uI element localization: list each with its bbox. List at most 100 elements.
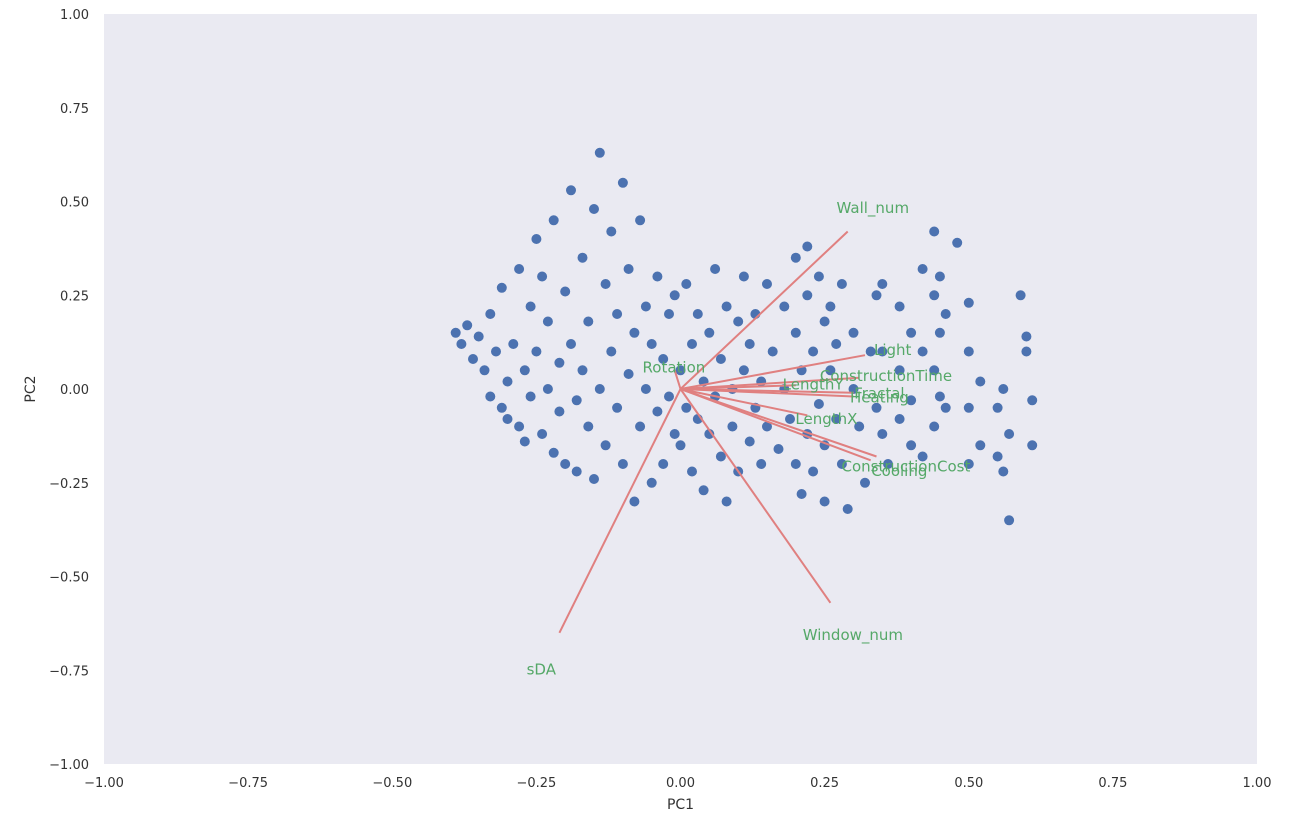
scatter-point bbox=[894, 365, 905, 376]
scatter-point bbox=[652, 271, 663, 282]
scatter-point bbox=[698, 485, 709, 496]
loading-label-heating: Heating bbox=[850, 389, 909, 407]
scatter-point bbox=[537, 271, 548, 282]
scatter-point bbox=[917, 264, 928, 274]
scatter-point bbox=[854, 421, 865, 432]
scatter-point bbox=[531, 234, 542, 244]
scatter-point bbox=[865, 346, 876, 357]
scatter-point bbox=[646, 339, 657, 349]
scatter-point bbox=[963, 346, 974, 357]
loading-label-constructioncost: ConstructionCost bbox=[841, 458, 970, 476]
scatter-point bbox=[721, 301, 732, 312]
x-axis-label: PC1 bbox=[667, 797, 694, 813]
scatter-point bbox=[479, 365, 490, 376]
scatter-point bbox=[1021, 331, 1032, 342]
scatter-point bbox=[525, 391, 536, 402]
scatter-point bbox=[658, 459, 669, 469]
scatter-point bbox=[929, 290, 940, 301]
loading-label-lengthx: LengthX bbox=[795, 410, 857, 428]
scatter-point bbox=[583, 421, 594, 432]
scatter-point bbox=[808, 466, 819, 477]
scatter-point bbox=[940, 309, 951, 319]
x-tick-label: 0.00 bbox=[666, 776, 695, 791]
scatter-point bbox=[629, 496, 640, 507]
scatter-point bbox=[952, 237, 963, 248]
scatter-point bbox=[744, 339, 755, 349]
loading-label-constructiontime: ConstructionTime bbox=[820, 367, 952, 385]
y-axis-label: PC2 bbox=[23, 375, 39, 402]
y-tick-label: 0.75 bbox=[60, 102, 89, 117]
scatter-point bbox=[623, 369, 634, 379]
scatter-point bbox=[623, 264, 634, 274]
scatter-point bbox=[831, 414, 842, 424]
scatter-point bbox=[813, 399, 824, 409]
scatter-point bbox=[681, 279, 692, 289]
scatter-point bbox=[877, 346, 888, 357]
scatter-point bbox=[819, 316, 830, 327]
y-tick-label: 0.25 bbox=[60, 289, 89, 304]
scatter-point bbox=[554, 406, 565, 417]
scatter-point bbox=[496, 282, 507, 293]
scatter-point bbox=[594, 147, 605, 158]
scatter-point bbox=[617, 459, 628, 469]
scatter-point bbox=[836, 459, 847, 469]
scatter-point bbox=[462, 320, 473, 331]
x-tick-label: 1.00 bbox=[1243, 776, 1272, 791]
loading-vector-wall-num bbox=[679, 230, 849, 390]
scatter-point bbox=[906, 327, 917, 338]
scatter-point bbox=[635, 215, 646, 226]
loading-vector-sda bbox=[558, 388, 682, 634]
loading-label-light: Light bbox=[874, 341, 912, 359]
scatter-point bbox=[790, 459, 801, 469]
scatter-point bbox=[612, 309, 623, 319]
scatter-point bbox=[542, 384, 553, 394]
scatter-point bbox=[473, 331, 484, 342]
scatter-point bbox=[664, 309, 674, 319]
scatter-point bbox=[560, 286, 571, 297]
y-axis-ticks: 1.00 0.75 0.50 0.25 0.00 −0.25 −0.50 −0.75 −1.00 bbox=[49, 8, 89, 773]
scatter-point bbox=[571, 466, 582, 477]
scatter-point bbox=[589, 204, 599, 214]
scatter-point bbox=[894, 414, 905, 424]
scatter-point bbox=[917, 346, 928, 357]
scatter-point bbox=[704, 429, 715, 439]
scatter-point bbox=[566, 339, 576, 349]
scatter-point bbox=[687, 466, 697, 477]
scatter-point bbox=[975, 376, 986, 387]
loading-vector-rotation bbox=[673, 370, 682, 390]
scatter-point bbox=[773, 444, 784, 454]
scatter-point bbox=[525, 301, 536, 312]
scatter-point bbox=[646, 477, 657, 488]
scatter-point bbox=[485, 309, 496, 319]
x-tick-label: −0.75 bbox=[228, 776, 268, 791]
scatter-point bbox=[727, 421, 738, 432]
scatter-point bbox=[491, 346, 501, 357]
scatter-point bbox=[940, 402, 951, 413]
scatter-point bbox=[825, 365, 836, 376]
scatter-point bbox=[963, 459, 974, 469]
y-tick-label: −0.50 bbox=[49, 571, 89, 586]
x-tick-label: 0.75 bbox=[1098, 776, 1127, 791]
scatter-point bbox=[848, 327, 859, 338]
x-tick-label: −0.25 bbox=[516, 776, 556, 791]
scatter-point bbox=[635, 421, 646, 432]
scatter-point bbox=[906, 395, 917, 406]
scatter-point bbox=[640, 384, 651, 394]
y-tick-label: 1.00 bbox=[60, 8, 89, 23]
scatter-point bbox=[502, 414, 513, 424]
scatter-point bbox=[934, 327, 945, 338]
scatter-point bbox=[675, 440, 686, 451]
y-tick-label: −1.00 bbox=[49, 758, 89, 773]
scatter-point bbox=[629, 327, 640, 338]
x-tick-label: 0.50 bbox=[954, 776, 983, 791]
loading-label-cooling: Cooling bbox=[871, 462, 927, 480]
scatter-point bbox=[600, 279, 611, 289]
scatter-point bbox=[514, 264, 525, 274]
scatter-point bbox=[502, 376, 513, 387]
scatter-point bbox=[692, 309, 703, 319]
scatter-point bbox=[836, 279, 847, 289]
loading-vector-heating bbox=[680, 388, 854, 398]
scatter-point bbox=[600, 440, 611, 451]
scatter-point bbox=[519, 365, 530, 376]
